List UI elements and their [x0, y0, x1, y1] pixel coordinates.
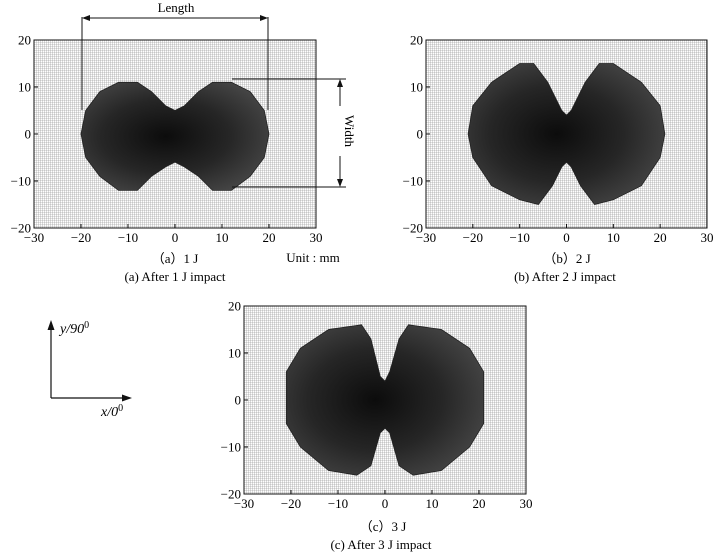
panel-c-x-tick-label: −20 [281, 496, 301, 511]
panel-c-x-tick-label: 0 [382, 496, 389, 511]
panel-a-x-tick-label: −30 [24, 230, 44, 245]
panel-b-y-tick-label: 20 [410, 33, 423, 48]
unit-label: Unit : mm [286, 250, 339, 265]
panel-b-x-tick-label: −20 [463, 230, 483, 245]
panel-a-x-tick-label: 10 [216, 230, 229, 245]
panel-b-x-tick-label: 10 [607, 230, 620, 245]
orientation-x-arrowhead [122, 394, 132, 402]
width-label: Width [342, 115, 357, 147]
panel-b-x-tick-labels: −30 −20 −10 0 10 20 30 [416, 230, 714, 245]
panel-c-y-tick-labels: 20 10 0 −10 −20 [221, 299, 241, 502]
length-label-mask [153, 0, 209, 15]
panel-a-x-tick-labels: −30 −20 −10 0 10 20 30 [24, 230, 323, 245]
panel-c-x-tick-label: 10 [426, 496, 439, 511]
panel-c-y-tick-label: 0 [235, 393, 242, 408]
panel-a-y-tick-labels: 20 10 0 −10 −20 [11, 33, 31, 236]
orientation-y-arrowhead [47, 320, 55, 330]
panel-a-x-tick-label: 20 [263, 230, 276, 245]
panel-b-damage-region [467, 63, 666, 205]
panel-a-plot-area [33, 39, 317, 229]
panel-a-x-tick-label: 30 [310, 230, 323, 245]
panel-b-caption-cn: （b）2 J [543, 251, 590, 266]
panel-b-x-tick-label: 20 [654, 230, 667, 245]
panel-b-y-tick-label: 10 [410, 80, 423, 95]
width-arrow-top [337, 79, 343, 87]
panel-c-y-tick-label: 10 [228, 346, 241, 361]
panel-c-x-tick-label: −30 [234, 496, 254, 511]
panel-c-plot-area [243, 305, 527, 495]
panel-b-plot-area [425, 39, 708, 229]
width-label-mask [333, 106, 347, 156]
orientation-y-label: y/900 [58, 320, 89, 337]
length-arrow-left [82, 15, 90, 21]
panel-a-y-tick-label: −20 [11, 221, 31, 236]
panel-c-x-tick-label: 30 [520, 496, 533, 511]
panel-a-x-tick-label: −20 [71, 230, 91, 245]
orientation-axes: y/900 x/00 [47, 320, 132, 420]
panel-a-x-tick-label: −10 [118, 230, 138, 245]
panel-a-damage-region [80, 81, 270, 191]
panel-c-y-tick-label: −20 [221, 487, 241, 502]
panel-b-caption-en: (b) After 2 J impact [514, 269, 616, 284]
panel-b-y-tick-labels: 20 10 0 −10 −20 [403, 33, 423, 236]
length-label: Length [158, 0, 195, 15]
panel-b-y-tick-label: −20 [403, 221, 423, 236]
panel-b-y-tick-label: −10 [403, 174, 423, 189]
panel-b-x-tick-label: 0 [563, 230, 570, 245]
panel-c-caption-cn: （c）3 J [360, 519, 407, 534]
panel-c-damage-region [285, 324, 485, 476]
panel-a-caption-en: (a) After 1 J impact [124, 269, 225, 284]
panel-a-y-tick-label: −10 [11, 174, 31, 189]
panel-c-x-tick-labels: −30 −20 −10 0 10 20 30 [234, 496, 533, 511]
panel-b-x-tick-label: −30 [416, 230, 436, 245]
dimension-annotations [81, 15, 346, 188]
panel-a-x-tick-label: 0 [172, 230, 179, 245]
width-arrow-bottom [337, 179, 343, 187]
panel-b-x-tick-label: −10 [509, 230, 529, 245]
panel-a-y-tick-label: 0 [25, 127, 32, 142]
panel-c-x-tick-label: −10 [328, 496, 348, 511]
panel-a-caption-cn: （a）1 J [152, 251, 199, 266]
panel-c-caption-en: (c) After 3 J impact [330, 537, 431, 552]
panel-b-x-tick-label: 30 [701, 230, 714, 245]
panel-a-y-tick-label: 10 [18, 80, 31, 95]
panel-b-y-tick-label: 0 [417, 127, 424, 142]
panel-c-y-tick-label: −10 [221, 440, 241, 455]
panel-c-x-tick-label: 20 [473, 496, 486, 511]
panel-c-y-tick-label: 20 [228, 299, 241, 314]
panel-a-y-tick-label: 20 [18, 33, 31, 48]
length-arrow-right [260, 15, 268, 21]
orientation-x-label: x/00 [100, 403, 123, 420]
